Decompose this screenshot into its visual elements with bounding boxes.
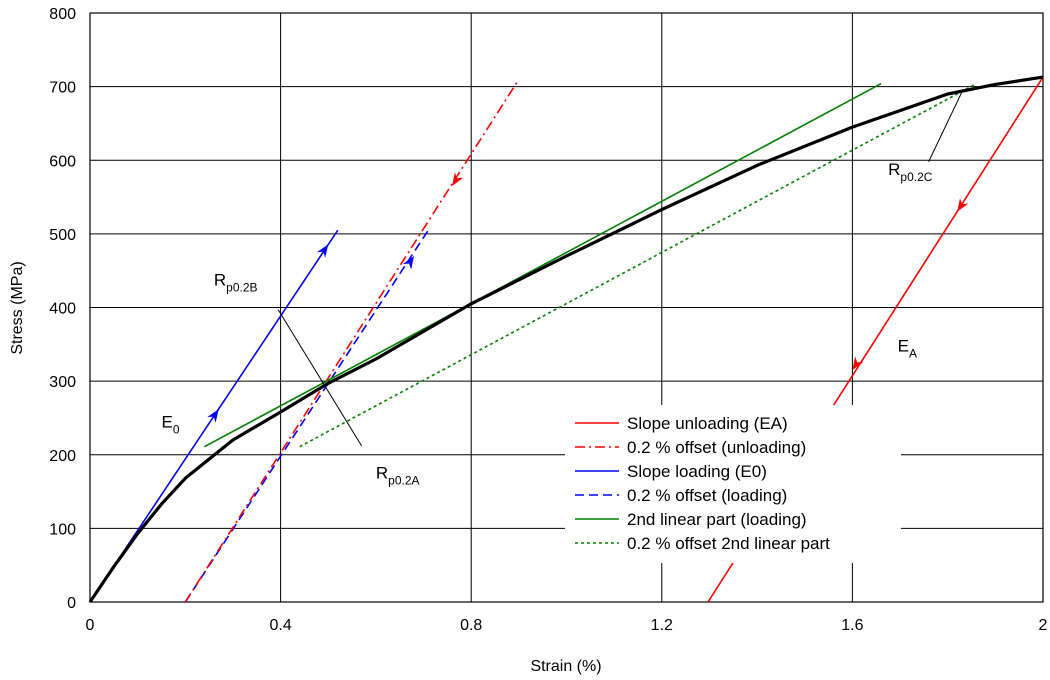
y-axis-title: Stress (MPa): [9, 261, 26, 354]
x-tick-label: 0.4: [269, 617, 291, 634]
y-tick-label: 400: [49, 301, 76, 318]
plot-frame: [89, 12, 1044, 603]
series-second-linear: [204, 82, 882, 448]
legend-label: Slope loading (E0): [627, 462, 767, 481]
x-tick-label: 0.8: [460, 617, 482, 634]
legend-item: Slope unloading (EA): [575, 414, 788, 433]
series-unloading-offset: [184, 78, 520, 603]
legend-label: Slope unloading (EA): [627, 414, 788, 433]
arrowhead-down: [957, 198, 969, 212]
grid: [89, 12, 1044, 603]
legend-label: 0.2 % offset (loading): [627, 486, 787, 505]
legend-item: 0.2 % offset (unloading): [575, 438, 806, 457]
x-axis-title: Strain (%): [530, 658, 601, 675]
series-loading-offset: [184, 229, 429, 603]
legend-label: 2nd linear part (loading): [627, 510, 807, 529]
tick-labels: 0 0.4 0.8 1.2 1.6 2 0 100 200 300 400 500 600 700 800: [49, 6, 1047, 634]
annotations: E0 EA Rp0.2B Rp0.2A Rp0.2C: [161, 91, 963, 487]
y-tick-label: 200: [49, 448, 76, 465]
y-tick-label: 100: [49, 521, 76, 538]
y-tick-label: 600: [49, 153, 76, 170]
y-tick-label: 800: [49, 6, 76, 23]
arrowhead-down: [452, 172, 464, 186]
legend-label: 0.2 % offset (unloading): [627, 438, 806, 457]
series-curve: [88, 75, 1044, 603]
y-tick-label: 300: [49, 374, 76, 391]
legend-label: 0.2 % offset 2nd linear part: [627, 534, 830, 553]
annotation-ea: EA: [898, 337, 917, 361]
x-tick-label: 1.2: [651, 617, 673, 634]
legend-box: [565, 405, 901, 563]
series-second-linear-offset: [299, 82, 977, 448]
arrowhead-up: [402, 256, 414, 270]
legend-item: 0.2 % offset (loading): [575, 486, 787, 505]
y-tick-label: 700: [49, 80, 76, 97]
legend-item: Slope loading (E0): [575, 462, 767, 481]
legend-item: 0.2 % offset 2nd linear part: [575, 534, 830, 553]
x-tick-label: 1.6: [841, 617, 863, 634]
annotation-leader: [928, 91, 963, 162]
x-tick-label: 2: [1039, 617, 1048, 634]
annotation-rp02a: Rp0.2A: [376, 463, 420, 487]
arrowhead-down: [852, 356, 864, 371]
arrowhead-up: [207, 409, 219, 423]
plot-lines: [88, 75, 1044, 603]
annotation-rp02b: Rp0.2B: [214, 270, 258, 294]
y-tick-label: 0: [67, 595, 76, 612]
legend: Slope unloading (EA) 0.2 % offset (unload…: [565, 405, 901, 563]
annotation-rp02c: Rp0.2C: [888, 160, 933, 184]
annotation-e0: E0: [161, 413, 179, 437]
legend-item: 2nd linear part (loading): [575, 510, 807, 529]
arrowhead-up: [316, 244, 329, 258]
annotation-leader: [277, 309, 363, 447]
x-tick-label: 0: [86, 617, 95, 634]
direction-arrows: [207, 172, 969, 423]
y-tick-label: 500: [49, 227, 76, 244]
